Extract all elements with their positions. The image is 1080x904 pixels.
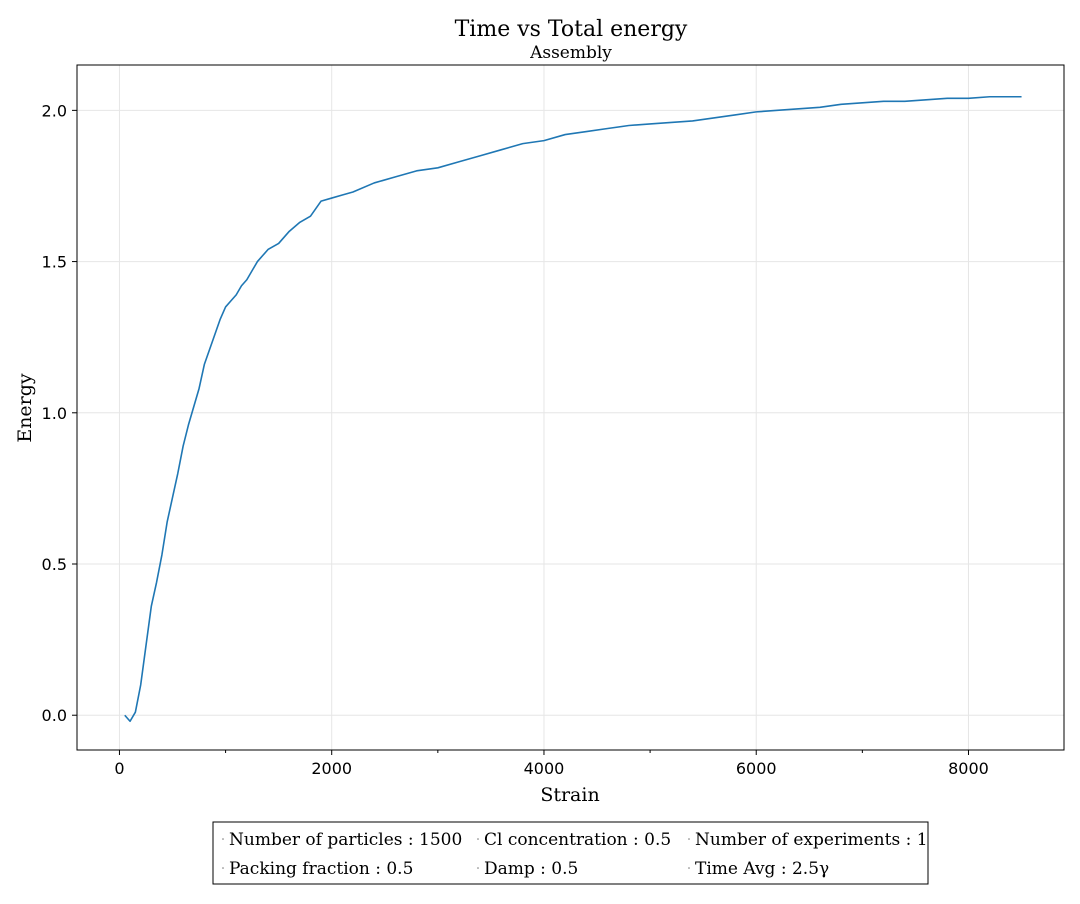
legend-entry: Number of particles : 1500 — [222, 830, 462, 850]
y-tick-label: 1.5 — [42, 253, 67, 272]
grid-lines — [77, 65, 1064, 750]
chart-subtitle: Assembly — [529, 43, 612, 63]
legend-entry: Packing fraction : 0.5 — [222, 859, 413, 879]
y-axis-label: Energy — [14, 373, 36, 443]
x-tick-label: 0 — [114, 759, 124, 778]
chart-title: Time vs Total energy — [455, 17, 688, 42]
legend-entries: Number of particles : 1500 Cl concentrati… — [222, 830, 928, 879]
legend-box — [212, 821, 929, 885]
legend-label: Number of experiments : 1 — [695, 830, 928, 850]
legend-entry: Damp : 0.5 — [477, 859, 578, 879]
x-tick-label: 2000 — [311, 759, 352, 778]
plot-frame — [76, 64, 1065, 751]
energy-series-line — [124, 95, 1022, 723]
axis-ticks: 0 2000 4000 6000 8000 0.0 0.5 1.0 1.5 2.0 — [42, 101, 989, 778]
legend-label: Time Avg : 2.5γ — [695, 859, 829, 879]
legend-label: Cl concentration : 0.5 — [484, 830, 671, 850]
legend-marker — [222, 838, 224, 840]
legend-marker — [222, 867, 224, 869]
legend-entry: Number of experiments : 1 — [688, 830, 928, 850]
legend-label: Damp : 0.5 — [484, 859, 578, 879]
legend-marker — [477, 867, 479, 869]
x-tick-label: 8000 — [948, 759, 989, 778]
x-tick-label: 4000 — [524, 759, 565, 778]
legend-marker — [688, 867, 690, 869]
legend-entry: Time Avg : 2.5γ — [688, 859, 829, 879]
y-tick-label: 2.0 — [42, 101, 67, 120]
legend-label: Number of particles : 1500 — [229, 830, 462, 850]
legend-entry: Cl concentration : 0.5 — [477, 830, 671, 850]
y-tick-label: 1.0 — [42, 404, 67, 423]
y-tick-label: 0.0 — [42, 706, 67, 725]
legend-marker — [477, 838, 479, 840]
x-tick-label: 6000 — [736, 759, 777, 778]
legend-marker — [688, 838, 690, 840]
series-layer — [124, 95, 1022, 723]
legend: Number of particles : 1500 Cl concentrati… — [212, 821, 929, 885]
x-axis-label: Strain — [540, 784, 599, 806]
legend-label: Packing fraction : 0.5 — [229, 859, 413, 879]
y-tick-label: 0.5 — [42, 555, 67, 574]
